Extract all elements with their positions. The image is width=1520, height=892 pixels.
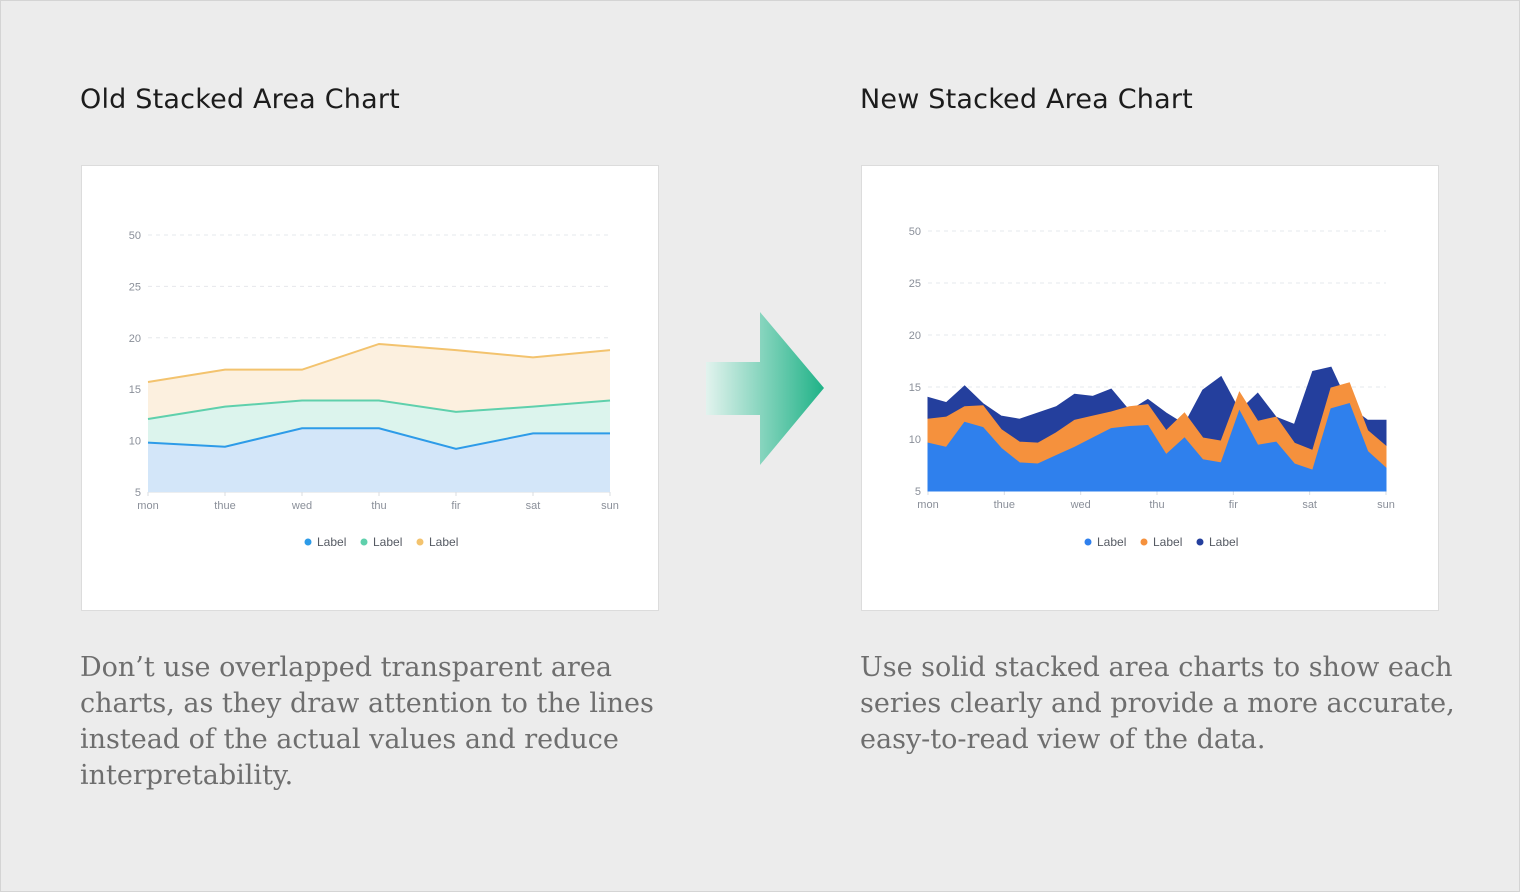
x-tick-label: thue: [994, 499, 1015, 511]
old-chart-title: Old Stacked Area Chart: [80, 84, 400, 115]
y-tick-label: 50: [129, 230, 141, 242]
x-tick-label: thue: [214, 500, 235, 512]
y-tick-label: 5: [915, 486, 921, 498]
series-2-line: [147, 399, 611, 420]
series-1-area: [927, 403, 1387, 492]
new-chart-caption: Use solid stacked area charts to show ea…: [860, 652, 1455, 755]
legend-marker: [416, 538, 424, 546]
x-tick-label: wed: [1070, 499, 1091, 511]
x-tick-label: fir: [451, 500, 461, 512]
legend-marker: [1084, 538, 1092, 546]
legend-label: Label: [317, 535, 346, 549]
x-tick-label: fir: [1229, 499, 1239, 511]
legend-marker: [304, 538, 312, 546]
y-tick-label: 15: [909, 382, 921, 394]
new-chart-card: 5 10 15 20 25 50 mon thue wed thu fir sat sun Label La…: [861, 165, 1439, 611]
legend-marker: [1196, 538, 1204, 546]
new-stacked-area-chart: 5 10 15 20 25 50 mon thue wed thu fir sat sun Label La…: [909, 226, 1395, 549]
x-tick-label: thu: [371, 500, 386, 512]
y-tick-label: 10: [129, 436, 141, 448]
series-1-area: [148, 428, 610, 492]
series-3-line: [147, 342, 611, 383]
legend-marker: [360, 538, 368, 546]
y-tick-label: 15: [129, 384, 141, 396]
new-chart-title: New Stacked Area Chart: [860, 84, 1193, 115]
y-tick-label: 20: [129, 333, 141, 345]
y-tick-label: 5: [135, 487, 141, 499]
y-tick-label: 10: [909, 434, 921, 446]
y-tick-label: 25: [129, 281, 141, 293]
x-tick-label: mon: [917, 499, 938, 511]
x-tick-label: sat: [1302, 499, 1317, 511]
x-tick-label: sun: [1377, 499, 1395, 511]
old-stacked-area-chart: 5 10 15 20 25 50 mon thue wed thu fir sat sun Label La…: [129, 230, 619, 549]
x-tick-label: wed: [291, 500, 312, 512]
old-chart-card: 5 10 15 20 25 50 mon thue wed thu fir sat sun Label La…: [81, 165, 659, 611]
legend-label: Label: [1209, 535, 1238, 549]
legend-label: Label: [1097, 535, 1126, 549]
x-tick-label: mon: [137, 500, 158, 512]
legend-label: Label: [429, 535, 458, 549]
y-tick-label: 25: [909, 278, 921, 290]
y-tick-label: 20: [909, 330, 921, 342]
legend-marker: [1140, 538, 1148, 546]
x-tick-label: thu: [1149, 499, 1164, 511]
x-tick-label: sun: [601, 500, 619, 512]
y-tick-label: 50: [909, 226, 921, 238]
legend-label: Label: [1153, 535, 1182, 549]
old-chart-caption: Don’t use overlapped transparent area ch…: [80, 652, 654, 791]
x-tick-label: sat: [526, 500, 541, 512]
legend-label: Label: [373, 535, 402, 549]
series-1-line: [147, 427, 610, 450]
arrow-right-icon: [706, 312, 824, 465]
